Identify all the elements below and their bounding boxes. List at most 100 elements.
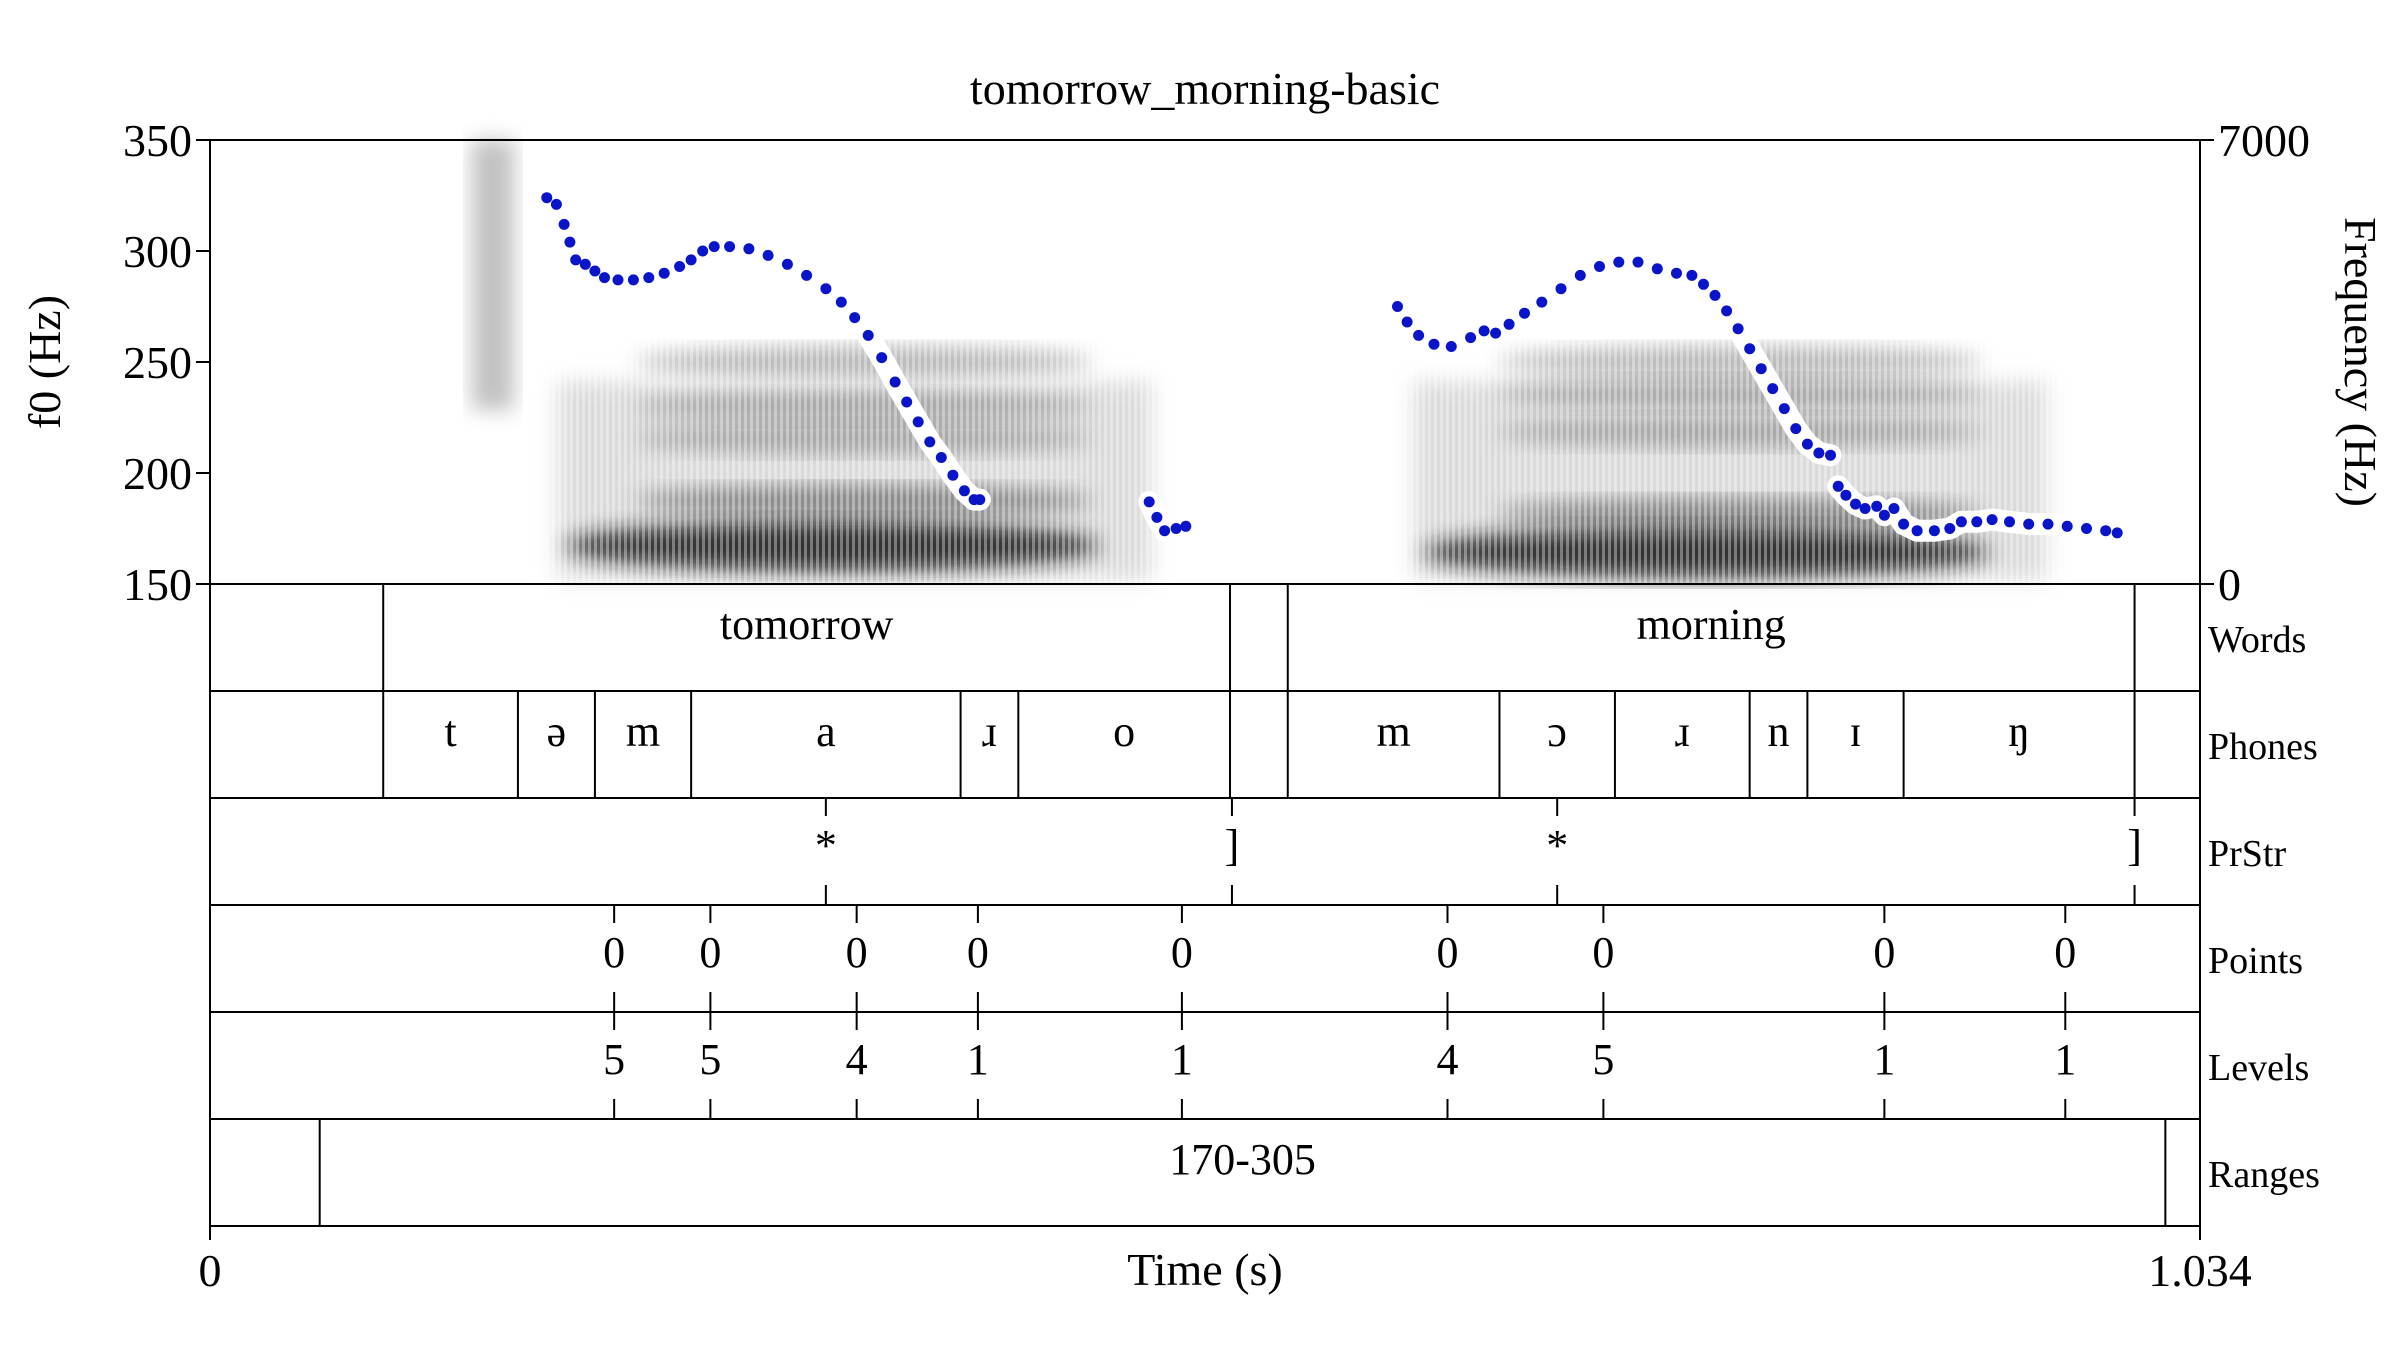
pitch-point [1651,263,1663,275]
pitch-point [1898,518,1910,530]
pitch-point [643,272,655,284]
point-label: * [815,821,837,870]
pitch-point [579,258,591,270]
pitch-point [1732,323,1744,335]
pitch-point [1801,438,1813,450]
pitch-point [2023,518,2035,530]
point-label: 5 [603,1035,625,1084]
pitch-point [1594,261,1605,272]
point-label: ] [1225,821,1240,870]
pitch-point [1490,327,1502,339]
point-label: 0 [1873,928,1895,977]
tier-name: Ranges [2208,1154,2320,1196]
pitch-point [541,192,553,204]
pitch-point [1428,338,1440,350]
pitch-series [1143,496,1192,537]
pitch-point [849,312,861,324]
interval-label: a [816,707,836,756]
pitch-point [612,274,624,286]
pitch-point [627,274,639,286]
interval-label: n [1768,707,1790,756]
pitch-point [564,236,576,248]
tier-words: Words tomorrow morning [382,584,2306,691]
pitch-point [1613,256,1625,268]
pitch-track [535,186,2129,544]
interval-label: ɔ [1547,707,1567,756]
pitch-point [1813,447,1825,459]
pitch-point [2042,518,2054,530]
pitch-point [1671,267,1682,279]
pitch-point [1871,500,1883,512]
interval-label: ɹ [1675,707,1690,756]
x-tick-label: 0 [199,1245,222,1296]
pitch-point [1686,269,1698,281]
point-label: 0 [603,928,625,977]
y-tick-label: 300 [123,226,192,277]
pitch-point [1721,305,1733,317]
point-label: 5 [699,1035,721,1084]
pitch-point [558,218,570,230]
interval-label: 170-305 [1169,1135,1316,1184]
tier-prstr: PrStr *] *] [210,797,2286,905]
point-label: 1 [2054,1035,2076,1084]
point-label: 0 [1436,928,1458,977]
spectrogram-noise-region [471,140,515,410]
pitch-point [599,272,610,284]
tier-name: PrStr [2208,833,2286,875]
pitch-point [1955,516,1967,528]
pitch-point [1850,498,1861,510]
pitch-point [1928,525,1940,537]
pitch-point [801,269,813,281]
annotation-tiers: Words tomorrow morning Phones t ə m a ɹ o m ɔ ɹ n ɪ ŋ Pr… [209,583,2320,1227]
pitch-point [743,243,755,255]
point-label: 1 [1873,1035,1895,1084]
y-tick-label: 200 [123,448,192,499]
pitch-point [1790,423,1802,435]
pitch-point [724,241,736,253]
interval-label: ŋ [2008,707,2030,756]
pitch-point [697,245,709,257]
pitch-point [1159,525,1171,537]
pitch-point [1445,341,1457,352]
y-axis-left: 150 200 250 300 350 [123,115,210,610]
y-tick-label: 350 [123,115,192,166]
point-label: 0 [1592,928,1614,977]
pitch-point [708,241,720,253]
pitch-point [1170,523,1182,534]
pitch-point [550,198,562,210]
point-label: 4 [846,1035,868,1084]
tier-name: Words [2208,619,2306,661]
x-axis-label: Time (s) [1127,1244,1283,1295]
interval-label: ɪ [1849,707,1861,756]
pitch-point [1151,511,1163,523]
pitch-point [901,396,913,408]
pitch-point [924,436,936,448]
point-label: 4 [1436,1035,1458,1084]
interval-label: m [1376,707,1410,756]
interval-label: t [444,707,456,756]
pitch-point [1744,343,1756,355]
pitch-point [674,261,686,272]
y-tick-label-right: 7000 [2218,115,2310,166]
y-tick-label: 250 [123,337,192,388]
pitch-point [958,485,970,497]
pitch-point [1632,256,1644,268]
pitch-point [1555,283,1567,295]
y-tick-label-right: 0 [2218,559,2241,610]
pitch-point [2111,527,2123,539]
pitch-point [1503,318,1515,330]
pitch-point [2081,523,2092,534]
pitch-series [541,192,986,506]
pitch-point [1709,289,1721,301]
pitch-point [2004,516,2015,528]
x-tick-label: 1.034 [2148,1245,2252,1296]
pitch-point [1878,509,1890,521]
interval-label: tomorrow [720,600,894,649]
pitch-point [1465,332,1477,344]
point-label: 0 [1171,928,1193,977]
pitch-point [1413,329,1425,341]
point-label: 1 [1171,1035,1193,1084]
tier-name: Points [2208,940,2303,982]
pitch-point [2061,520,2073,532]
